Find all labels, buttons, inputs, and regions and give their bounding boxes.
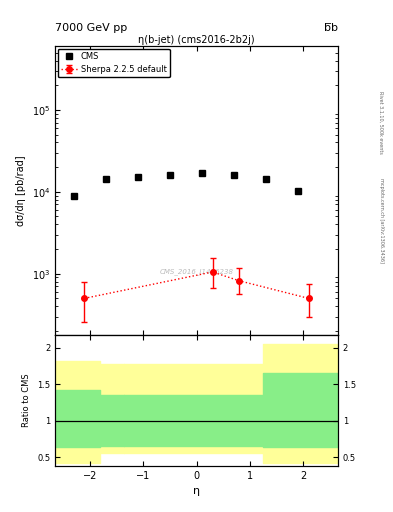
CMS	[136, 174, 140, 180]
Legend: CMS, Sherpa 2.2.5 default: CMS, Sherpa 2.2.5 default	[57, 49, 170, 77]
Line: CMS: CMS	[70, 169, 301, 200]
Text: mcplots.cern.ch [arXiv:1306.3436]: mcplots.cern.ch [arXiv:1306.3436]	[379, 178, 384, 263]
X-axis label: η: η	[193, 486, 200, 496]
Title: η(b-jet) (cms2016-2b2j): η(b-jet) (cms2016-2b2j)	[138, 35, 255, 45]
CMS	[167, 172, 172, 178]
Text: CMS_2016_I1486238: CMS_2016_I1486238	[160, 268, 233, 274]
CMS	[296, 188, 300, 194]
CMS	[72, 193, 76, 199]
Text: Rivet 3.1.10, 500k events: Rivet 3.1.10, 500k events	[379, 92, 384, 154]
Y-axis label: dσ/dη [pb/rad]: dσ/dη [pb/rad]	[16, 155, 26, 226]
CMS	[200, 170, 204, 176]
CMS	[103, 176, 108, 182]
CMS	[264, 176, 268, 182]
Text: 7000 GeV pp: 7000 GeV pp	[55, 23, 127, 33]
Y-axis label: Ratio to CMS: Ratio to CMS	[22, 374, 31, 427]
CMS	[231, 172, 236, 178]
Text: b̅b: b̅b	[324, 23, 338, 33]
